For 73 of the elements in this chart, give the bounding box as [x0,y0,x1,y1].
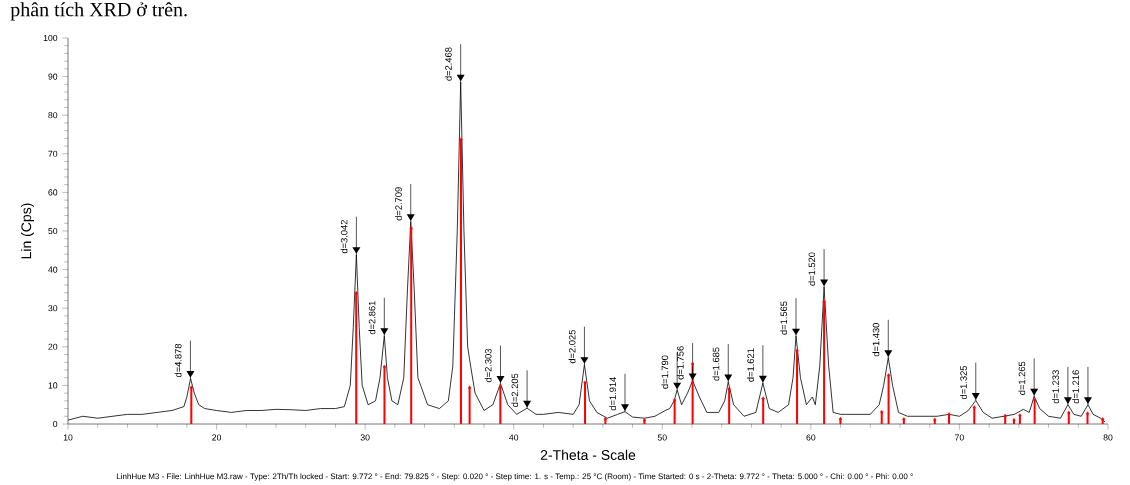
x-tick-label: 70 [955,434,964,441]
point [972,405,976,410]
point [1101,417,1105,422]
x-tick-label: 80 [1103,434,1113,441]
annotation: d=1.325 [960,365,967,400]
annotation: d=2.861 [368,301,376,335]
point [1067,410,1071,415]
x-tick-label: 10 [63,434,73,441]
point [1018,413,1022,418]
point [727,386,731,391]
point [673,398,677,403]
point [467,385,472,390]
point [933,417,937,422]
annotation: d=2.303 [484,348,492,383]
annotation: d=1.914 [609,377,617,411]
y-tick-label: 90 [48,73,58,80]
point [603,416,607,422]
point [691,361,695,366]
annotation: d=1.430 [872,323,880,357]
point [354,291,358,296]
x-tick-label: 30 [360,434,370,441]
annotation: d=1.233 [1052,370,1059,404]
y-tick-label: 30 [48,305,58,312]
annotation: d=1.685 [712,347,720,381]
point [822,299,826,304]
point [189,385,193,390]
point [947,412,951,417]
point [409,226,413,231]
y-tick-label: 80 [48,112,58,119]
x-tick-label: 50 [657,434,667,441]
point [459,137,463,142]
annotation: d=1.790 [661,355,669,389]
annotation: d=1.520 [808,252,816,286]
annotation: d=3.042 [340,220,348,254]
annotation: d=1.265 [1018,361,1026,395]
text: phân tích XRD ở trên. [10,2,187,21]
annotation: d=1.565 [780,301,788,335]
point [498,385,502,390]
annotation: d=1.216 [1072,370,1080,404]
y-tick-label: 100 [43,34,58,42]
point [880,409,884,415]
point [886,373,891,378]
x-tick-label: 60 [806,434,816,441]
y-tick-label: 70 [48,150,58,157]
point [1033,398,1037,403]
y-tick-label: 50 [48,227,58,235]
point [583,380,587,385]
point [1012,418,1016,423]
y-axis-title: Lin (Cps) [20,203,34,259]
annotation: d=2.025 [568,330,576,364]
annotation: d=4.878 [174,343,182,378]
point [838,416,843,422]
annotation: d=1.756 [676,346,684,380]
y-tick-label: 20 [48,343,58,350]
x-axis-title: 2-Theta - Scale [540,449,636,460]
point [382,364,387,369]
x-tick-label: 20 [212,434,222,441]
point [1085,411,1090,416]
y-tick-label: 40 [48,266,58,273]
point [1003,413,1007,418]
text: LinhHue M3 - File: LinhHue M3.raw - Type: 2Th/Th locked - Start: 9.772 ° - End: 79.825 ° - Step: 0.020 ° - Step time: 1. s - Temp.: 25 °C (Room) - Time Started: 0 s - 2-Theta: 9.772 ° - Theta: 5.000 ° - Chi: 0.00 ° - Phi: 0.00 ° [116,473,913,481]
y-tick-label: 0 [53,420,58,428]
x-tick-label: 40 [509,434,519,441]
point [795,348,799,353]
annotation: d=1.621 [747,348,754,382]
y-tick-label: 60 [48,189,58,196]
annotation: d=2.468 [444,47,452,81]
point [902,417,906,422]
point [642,418,647,423]
point [761,396,765,401]
annotation: d=2.205 [511,373,519,407]
y-tick-label: 10 [48,382,58,389]
annotation: d=2.709 [394,187,402,221]
